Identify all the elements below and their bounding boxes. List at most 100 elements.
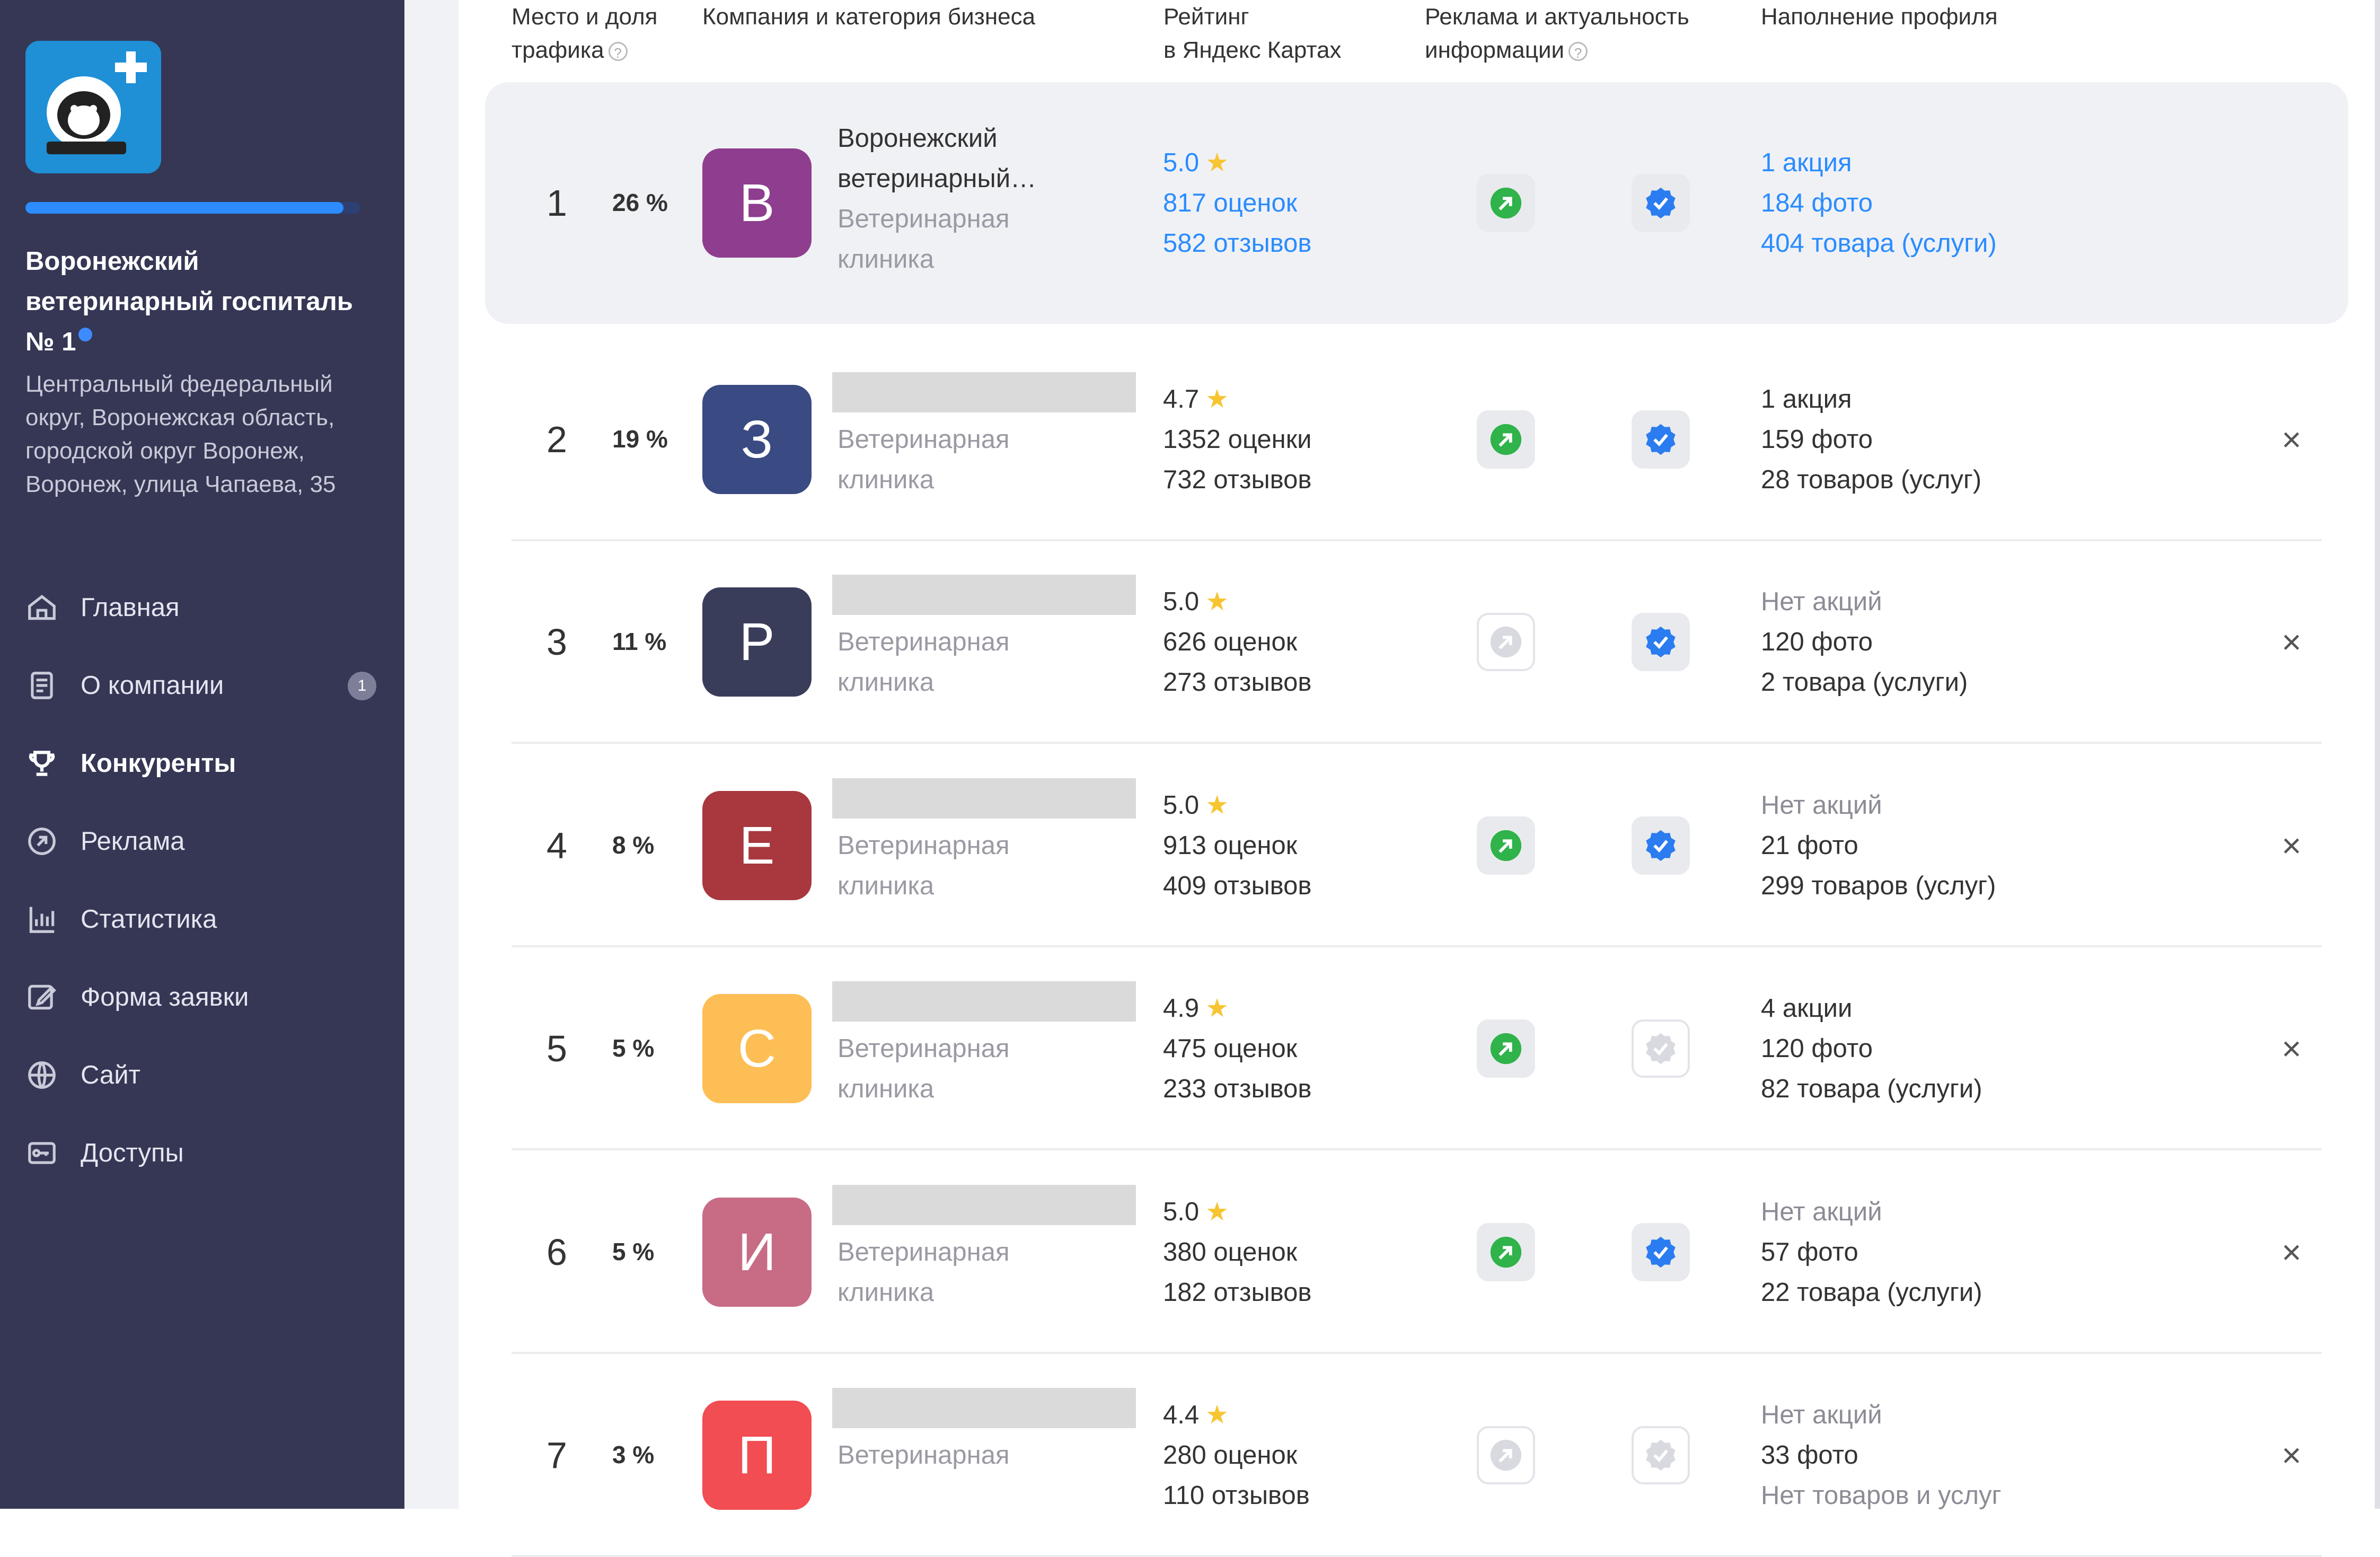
rank: 6 bbox=[546, 1231, 567, 1273]
profile-goods: 82 товара (услуги) bbox=[1761, 1075, 1982, 1103]
verified-status-icon[interactable] bbox=[1632, 1223, 1690, 1281]
sidebar: Воронежский ветеринарный госпиталь № 1 Ц… bbox=[0, 0, 404, 1509]
ads-status-icon[interactable] bbox=[1477, 1426, 1535, 1484]
header-place: Место и доля трафика? bbox=[512, 4, 658, 63]
profile-photos: 33 фото bbox=[1761, 1441, 1858, 1470]
profile-fill[interactable]: 1 акция 184 фото 404 товара (услуги) bbox=[1761, 143, 1997, 263]
table-row[interactable]: 5 5 % С Ветеринарная клиника 4.9 ★ 475 оценок 23… bbox=[485, 947, 2348, 1150]
sidebar-item-label: Конкуренты bbox=[81, 749, 236, 778]
help-icon[interactable]: ? bbox=[608, 42, 628, 61]
rating-block: 4.9 ★ 475 оценок 233 отзывов bbox=[1163, 988, 1311, 1109]
business-category: Ветеринарная клиника bbox=[838, 1034, 1010, 1103]
table-row[interactable]: 1 26 % В Воронежский ветеринарный… Ветеринар… bbox=[485, 82, 2348, 324]
profile-goods: 28 товаров (услуг) bbox=[1761, 465, 1982, 494]
ads-status-icon[interactable] bbox=[1477, 613, 1535, 671]
company-name: Воронежский ветеринарный госпиталь № 1 bbox=[25, 247, 353, 356]
sidebar-item-7[interactable]: Доступы bbox=[25, 1114, 386, 1192]
help-icon[interactable]: ? bbox=[1568, 42, 1588, 61]
rating-block[interactable]: 5.0 ★ 817 оценок 582 отзывов bbox=[1163, 143, 1311, 263]
company-name-hidden bbox=[832, 575, 1136, 615]
ads-status-icon[interactable] bbox=[1477, 816, 1535, 875]
rating-block: 4.4 ★ 280 оценок 110 отзывов bbox=[1163, 1395, 1310, 1516]
company-name[interactable]: Воронежский ветеринарный… bbox=[838, 124, 1037, 193]
profile-fill: Нет акций 120 фото 2 товара (услуги) bbox=[1761, 582, 1968, 702]
star-icon: ★ bbox=[1205, 148, 1229, 177]
profile-fill: Нет акций 33 фото Нет товаров и услуг bbox=[1761, 1395, 2002, 1516]
traffic-share: 3 % bbox=[612, 1441, 655, 1468]
ratings-count: 1352 оценки bbox=[1163, 425, 1312, 454]
reviews-count: 582 отзывов bbox=[1163, 229, 1312, 258]
verified-status-icon[interactable] bbox=[1632, 410, 1690, 469]
scrollbar-track[interactable] bbox=[2375, 0, 2380, 1509]
verified-status-icon[interactable] bbox=[1632, 1019, 1690, 1078]
star-icon: ★ bbox=[1205, 1198, 1229, 1226]
company-avatar: С bbox=[702, 994, 812, 1103]
close-icon[interactable]: × bbox=[2281, 826, 2302, 865]
profile-goods: 299 товаров (услуг) bbox=[1761, 872, 1996, 900]
reviews-count: 233 отзывов bbox=[1163, 1075, 1312, 1103]
verified-status-icon[interactable] bbox=[1632, 816, 1690, 875]
table-header: Место и доля трафика? Компания и категор… bbox=[459, 0, 2372, 77]
business-category: Ветеринарная клиника bbox=[838, 831, 1010, 900]
traffic-share: 19 % bbox=[612, 425, 668, 453]
sidebar-item-5[interactable]: Форма заявки bbox=[25, 958, 386, 1036]
traffic-share: 11 % bbox=[612, 628, 667, 655]
table-row[interactable]: 7 3 % П Ветеринарная 4.4 ★ 280 оценок 110 отзыв… bbox=[485, 1353, 2348, 1557]
sidebar-item-label: Доступы bbox=[81, 1138, 184, 1167]
profile-goods: 22 товара (услуги) bbox=[1761, 1278, 1982, 1307]
ads-status-icon[interactable] bbox=[1477, 1019, 1535, 1078]
company-logo[interactable] bbox=[25, 41, 161, 173]
edit-icon bbox=[25, 981, 58, 1014]
profile-goods: Нет товаров и услуг bbox=[1761, 1481, 2002, 1510]
sidebar-item-label: Форма заявки bbox=[81, 982, 249, 1011]
verified-status-icon[interactable] bbox=[1632, 613, 1690, 671]
ads-status-icon[interactable] bbox=[1477, 1223, 1535, 1281]
traffic-share: 8 % bbox=[612, 831, 655, 859]
rating-block: 5.0 ★ 913 оценок 409 отзывов bbox=[1163, 785, 1311, 906]
ads-status-icon[interactable] bbox=[1477, 410, 1535, 469]
reviews-count: 409 отзывов bbox=[1163, 872, 1312, 900]
rating-value: 5.0 ★ bbox=[1163, 148, 1229, 177]
profile-promo: Нет акций bbox=[1761, 1198, 1882, 1226]
company-name-hidden bbox=[832, 1185, 1136, 1225]
business-category: Ветеринарная клиника bbox=[838, 1238, 1010, 1307]
rank: 1 bbox=[546, 182, 567, 224]
profile-photos: 21 фото bbox=[1761, 831, 1858, 860]
star-icon: ★ bbox=[1205, 791, 1229, 820]
rating-value: 5.0 ★ bbox=[1163, 1198, 1229, 1226]
business-category: Ветеринарная клиника bbox=[838, 628, 1010, 697]
close-icon[interactable]: × bbox=[2281, 623, 2302, 661]
verified-status-icon[interactable] bbox=[1632, 174, 1690, 232]
content-gutter bbox=[404, 0, 459, 1509]
close-icon[interactable]: × bbox=[2281, 420, 2302, 459]
sidebar-item-6[interactable]: Сайт bbox=[25, 1036, 386, 1114]
rank: 3 bbox=[546, 621, 567, 663]
verified-status-icon[interactable] bbox=[1632, 1426, 1690, 1484]
sidebar-item-3[interactable]: Реклама bbox=[25, 802, 386, 880]
rating-block: 4.7 ★ 1352 оценки 732 отзывов bbox=[1163, 379, 1312, 500]
ratings-count: 626 оценок bbox=[1163, 628, 1298, 656]
reviews-count: 110 отзывов bbox=[1163, 1481, 1310, 1510]
close-icon[interactable]: × bbox=[2281, 1436, 2302, 1474]
sidebar-item-4[interactable]: Статистика bbox=[25, 880, 386, 958]
reviews-count: 273 отзывов bbox=[1163, 668, 1312, 697]
table-row[interactable]: 2 19 % З Ветеринарная клиника 4.7 ★ 1352 оценки… bbox=[485, 338, 2348, 541]
company-avatar: И bbox=[702, 1198, 812, 1307]
company-name-hidden bbox=[832, 372, 1136, 412]
close-icon[interactable]: × bbox=[2281, 1233, 2302, 1271]
ratings-count: 475 оценок bbox=[1163, 1034, 1298, 1063]
rating-value: 4.9 ★ bbox=[1163, 994, 1229, 1023]
table-row[interactable]: 4 8 % Е Ветеринарная клиника 5.0 ★ 913 оценок 40… bbox=[485, 744, 2348, 947]
ads-status-icon[interactable] bbox=[1477, 174, 1535, 232]
globe-icon bbox=[25, 1059, 58, 1092]
table-row[interactable]: 6 5 % И Ветеринарная клиника 5.0 ★ 380 оценок 18… bbox=[485, 1150, 2348, 1354]
sidebar-item-label: Статистика bbox=[81, 904, 217, 934]
close-icon[interactable]: × bbox=[2281, 1030, 2302, 1068]
star-icon: ★ bbox=[1205, 587, 1229, 616]
ratings-count: 280 оценок bbox=[1163, 1441, 1298, 1470]
ads-icon bbox=[25, 825, 58, 858]
sidebar-item-1[interactable]: О компании 1 bbox=[25, 646, 386, 724]
sidebar-item-0[interactable]: Главная bbox=[25, 568, 386, 646]
table-row[interactable]: 3 11 % Р Ветеринарная клиника 5.0 ★ 626 оценок 2… bbox=[485, 540, 2348, 744]
sidebar-item-2[interactable]: Конкуренты bbox=[25, 724, 386, 802]
